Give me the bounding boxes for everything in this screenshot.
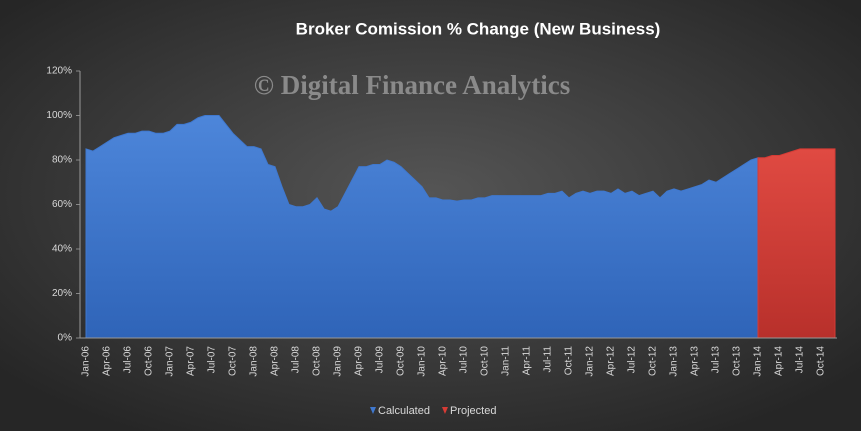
x-tick-label: Jul-13 xyxy=(711,346,722,374)
y-tick-label: 20% xyxy=(52,288,72,299)
y-tick-label: 0% xyxy=(58,333,73,344)
x-tick-label: Apr-12 xyxy=(606,346,617,376)
x-tick-label: Apr-13 xyxy=(690,346,701,376)
x-tick-label: Jan-09 xyxy=(333,346,344,377)
x-tick-label: Jul-11 xyxy=(543,346,554,373)
legend-label: Calculated xyxy=(378,405,430,417)
legend-label: Projected xyxy=(450,405,496,417)
y-tick-label: 40% xyxy=(52,244,72,255)
x-tick-label: Jan-10 xyxy=(417,346,428,377)
x-tick-label: Jul-08 xyxy=(291,346,302,374)
y-tick-label: 60% xyxy=(52,199,72,210)
x-tick-label: Jan-08 xyxy=(249,346,260,377)
x-tick-label: Apr-07 xyxy=(186,346,197,376)
x-tick-label: Oct-10 xyxy=(480,346,491,376)
x-tick-label: Jan-14 xyxy=(753,346,764,377)
y-tick-label: 100% xyxy=(46,110,72,121)
x-tick-label: Jul-09 xyxy=(375,346,386,374)
legend-marker xyxy=(370,407,376,414)
x-tick-label: Jul-12 xyxy=(627,346,638,374)
area xyxy=(85,115,759,339)
y-tick-label: 120% xyxy=(46,66,72,77)
x-tick-label: Jul-10 xyxy=(459,346,470,374)
x-tick-label: Jan-06 xyxy=(81,346,92,377)
x-tick-label: Oct-11 xyxy=(564,346,575,376)
x-tick-label: Oct-12 xyxy=(648,346,659,376)
legend-marker xyxy=(441,407,448,414)
chart-title: Broker Comission % Change (New Business) xyxy=(296,19,661,38)
x-tick-label: Apr-14 xyxy=(774,346,785,376)
x-tick-label: Oct-08 xyxy=(312,346,323,376)
x-tick-label: Apr-09 xyxy=(354,346,365,376)
x-tick-label: Jul-14 xyxy=(795,346,806,374)
x-tick-label: Apr-06 xyxy=(102,346,113,376)
x-tick-label: Oct-13 xyxy=(732,346,743,376)
x-tick-label: Apr-10 xyxy=(438,346,449,376)
x-tick-label: Oct-14 xyxy=(816,346,827,376)
x-tick-label: Oct-06 xyxy=(144,346,155,376)
x-tick-label: Jul-07 xyxy=(207,346,218,374)
x-tick-label: Oct-07 xyxy=(228,346,239,376)
x-tick-label: Jul-06 xyxy=(123,346,134,374)
y-tick-label: 80% xyxy=(52,155,72,166)
x-tick-label: Apr-08 xyxy=(270,346,281,376)
x-tick-label: Jan-11 xyxy=(501,346,512,376)
area xyxy=(757,148,836,339)
watermark: © Digital Finance Analytics xyxy=(254,70,570,100)
x-tick-label: Jan-13 xyxy=(669,346,680,377)
x-tick-label: Jan-07 xyxy=(165,346,176,377)
x-tick-label: Oct-09 xyxy=(396,346,407,376)
x-tick-label: Apr-11 xyxy=(522,346,533,376)
x-tick-label: Jan-12 xyxy=(585,346,596,377)
